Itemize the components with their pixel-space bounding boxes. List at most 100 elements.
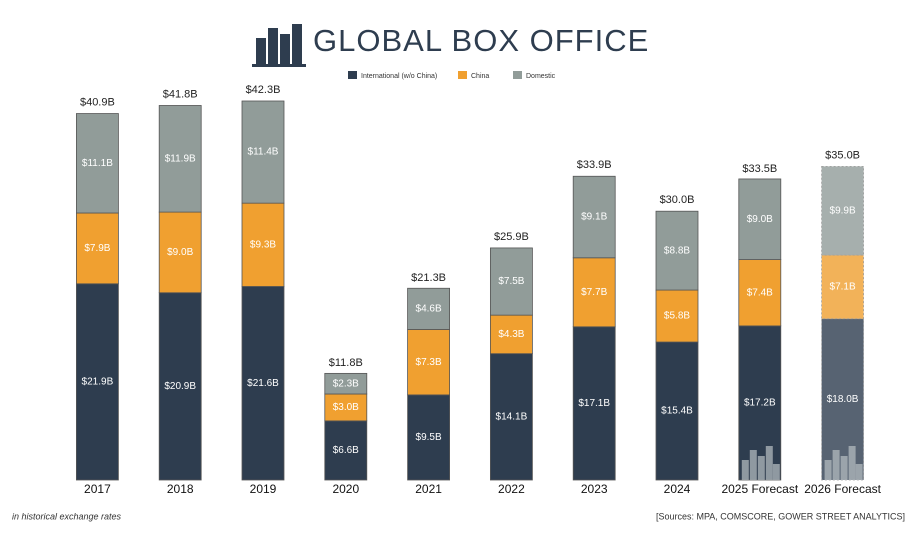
value-label: $9.0B [747, 214, 773, 225]
value-label: $17.1B [578, 398, 610, 409]
x-tick-label: 2022 [498, 482, 525, 496]
value-label: $21.6B [247, 378, 279, 389]
bar-segment [407, 287, 451, 330]
bar-segment [76, 113, 119, 214]
value-label: $21.9B [82, 377, 114, 388]
bar-segment [572, 326, 616, 481]
bar-group: $21.6B $9.3B $11.4B [241, 100, 285, 481]
building [772, 464, 780, 480]
building [848, 446, 856, 480]
bar-segment [738, 325, 782, 481]
x-tick-label: 2018 [167, 482, 194, 496]
building [840, 456, 848, 480]
value-label: $4.3B [498, 329, 524, 340]
bar-group: $21.9B $7.9B $11.1B [76, 113, 119, 481]
bar-segment [158, 105, 202, 213]
legend-label: Domestic [526, 73, 556, 80]
building [855, 464, 863, 480]
bar-segment [489, 247, 533, 316]
legend-swatch [458, 71, 467, 79]
bar-segment [76, 212, 119, 285]
building [832, 450, 840, 480]
value-label: $9.5B [416, 432, 442, 443]
value-label: $7.1B [830, 282, 856, 293]
building [824, 460, 832, 480]
total-label: $30.0B [660, 194, 695, 206]
building [757, 456, 765, 480]
x-tick-label: 2023 [581, 482, 608, 496]
building [765, 446, 773, 480]
bar-segment [324, 393, 368, 422]
value-label: $9.1B [581, 212, 607, 223]
bar-segment [655, 289, 699, 343]
bar-segment [158, 211, 202, 294]
logo-icon [252, 24, 306, 67]
x-tick-label: 2024 [664, 482, 691, 496]
value-label: $7.5B [498, 276, 524, 287]
bar-segment [572, 175, 616, 259]
value-label: $6.6B [333, 445, 359, 456]
bar-group: $20.9B $9.0B $11.9B [158, 105, 202, 481]
chart-title: GLOBAL BOX OFFICE [313, 23, 649, 58]
value-label: $15.4B [661, 406, 693, 417]
bar-group: $17.1B $7.7B $9.1B [572, 175, 616, 481]
bar-segment [407, 394, 451, 481]
total-label: $35.0B [825, 149, 860, 161]
value-label: $9.9B [830, 205, 856, 216]
value-label: $9.3B [250, 239, 276, 250]
bar-segment [158, 292, 202, 481]
total-label: $42.3B [246, 84, 281, 96]
bar-segment [407, 329, 451, 396]
building [749, 450, 757, 480]
total-label: $41.8B [163, 88, 198, 100]
bar-segment [76, 283, 119, 481]
note: in historical exchange rates [12, 511, 122, 521]
bar-segment [241, 100, 285, 204]
value-label: $3.0B [333, 402, 359, 413]
bar-segment [821, 166, 864, 256]
bar-group: $15.4B $5.8B $8.8B [655, 210, 699, 481]
total-label: $40.9B [80, 96, 115, 108]
bar-segment [241, 286, 285, 481]
x-tick-label: 2020 [332, 482, 359, 496]
bar-group: $18.0B $7.1B $9.9B [821, 166, 864, 481]
x-tick-label: 2021 [415, 482, 442, 496]
bar-segment [324, 420, 368, 481]
source: [Sources: MPA, COMSCORE, GOWER STREET AN… [656, 511, 905, 521]
value-label: $11.1B [82, 158, 113, 169]
x-tick-label: 2026 Forecast [804, 482, 881, 496]
bar-segment [738, 178, 782, 260]
bar-segment [324, 372, 368, 395]
building-icon [824, 446, 863, 480]
total-label: $21.3B [411, 272, 446, 284]
bar-segment [489, 314, 533, 355]
value-label: $20.9B [164, 381, 196, 392]
x-tick-label: 2019 [250, 482, 277, 496]
legend-label: China [471, 73, 489, 80]
value-label: $5.8B [664, 311, 690, 322]
legend-swatch [513, 71, 522, 79]
value-label: $14.1B [496, 411, 528, 422]
value-label: $4.6B [416, 304, 442, 315]
bar-segment [821, 318, 864, 481]
bar-segment [821, 254, 864, 320]
bar-group: $17.2B $7.4B $9.0B [738, 178, 782, 481]
value-label: $11.4B [248, 147, 279, 158]
total-label: $33.9B [577, 159, 612, 171]
bar-group: $14.1B $4.3B $7.5B [489, 247, 533, 481]
value-label: $9.0B [167, 247, 193, 258]
bar-segment [572, 257, 616, 328]
value-label: $18.0B [827, 394, 859, 405]
building [741, 460, 749, 480]
value-label: $17.2B [744, 398, 776, 409]
value-label: $7.4B [747, 287, 773, 298]
bar-segment [489, 353, 533, 481]
total-label: $33.5B [742, 163, 777, 175]
value-label: $8.8B [664, 245, 690, 256]
total-label: $11.8B [329, 357, 363, 369]
legend-label: International (w/o China) [361, 73, 437, 80]
bar-segment [241, 202, 285, 287]
bar-group: $6.6B $3.0B $2.3B [324, 372, 368, 481]
building-icon [741, 446, 780, 480]
